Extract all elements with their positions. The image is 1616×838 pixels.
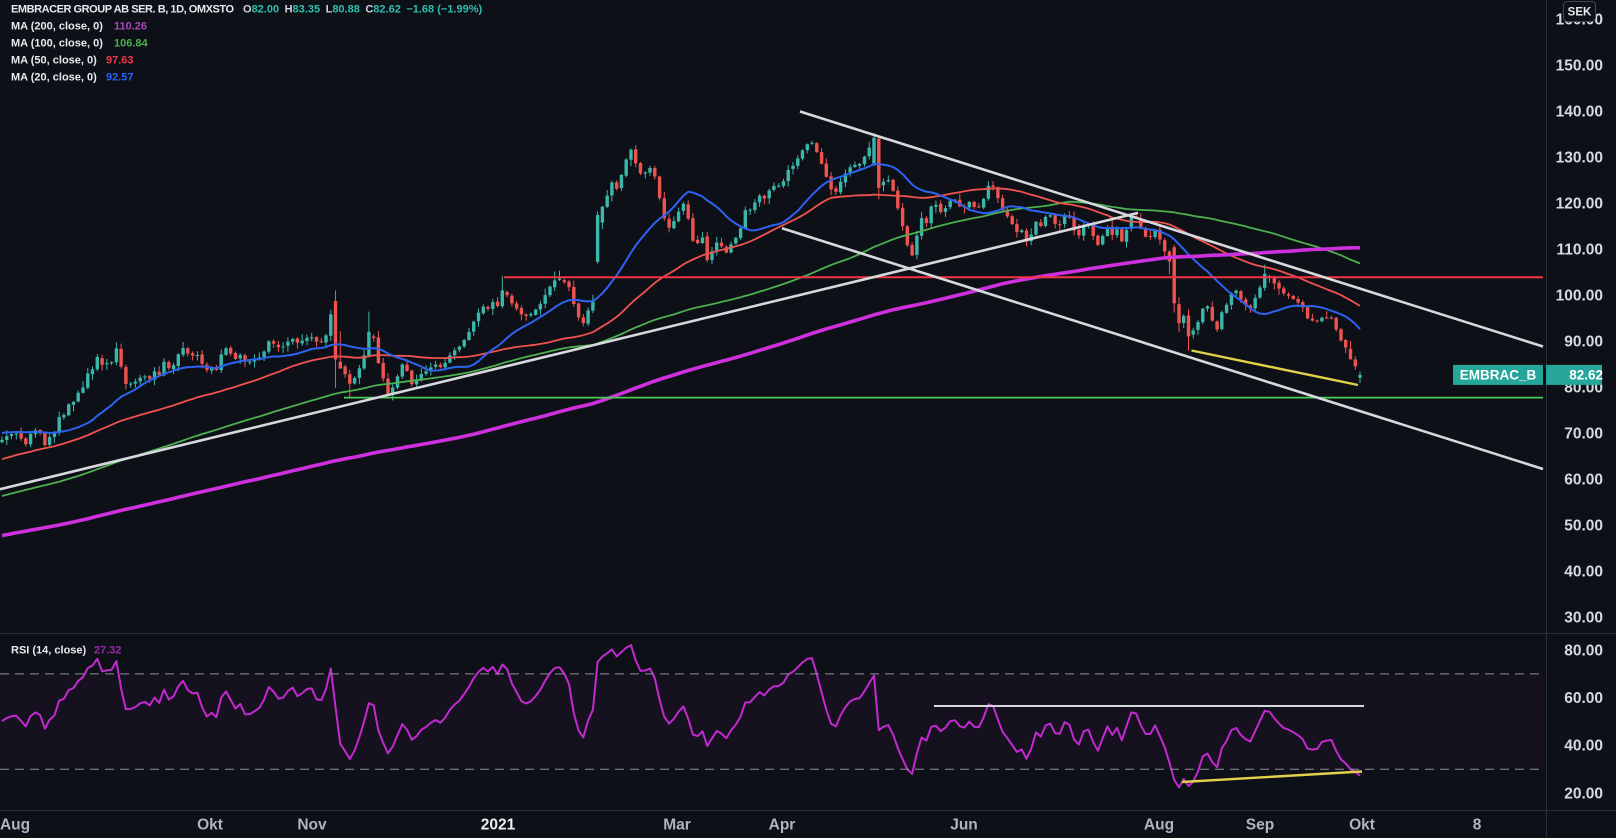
svg-text:MA (100, close, 0): MA (100, close, 0) — [11, 38, 103, 50]
svg-text:40.00: 40.00 — [1564, 563, 1603, 580]
svg-text:60.00: 60.00 — [1564, 471, 1603, 488]
svg-text:EMBRACER GROUP AB SER. B, 1D,: EMBRACER GROUP AB SER. B, 1D, OMXSTO — [11, 4, 234, 16]
svg-text:97.63: 97.63 — [106, 55, 134, 67]
svg-text:O82.00 H83.35 L80.88 C82.62 −1: O82.00 H83.35 L80.88 C82.62 −1.68 (−1.99… — [243, 4, 482, 16]
svg-text:92.57: 92.57 — [106, 72, 134, 84]
svg-text:120.00: 120.00 — [1556, 195, 1603, 212]
svg-text:106.84: 106.84 — [114, 38, 149, 50]
svg-text:90.00: 90.00 — [1564, 333, 1603, 350]
svg-text:80.00: 80.00 — [1564, 642, 1603, 659]
svg-text:82.62: 82.62 — [1569, 368, 1603, 383]
svg-text:30.00: 30.00 — [1564, 609, 1603, 626]
svg-text:Aug: Aug — [1144, 817, 1174, 834]
svg-text:Mar: Mar — [663, 817, 691, 834]
svg-text:130.00: 130.00 — [1556, 149, 1603, 166]
svg-text:60.00: 60.00 — [1564, 690, 1603, 707]
svg-text:MA (20, close, 0): MA (20, close, 0) — [11, 72, 97, 84]
svg-text:100.00: 100.00 — [1556, 287, 1603, 304]
svg-text:20.00: 20.00 — [1564, 785, 1603, 802]
svg-text:110.26: 110.26 — [114, 21, 147, 33]
svg-text:140.00: 140.00 — [1556, 103, 1603, 120]
svg-text:150.00: 150.00 — [1556, 57, 1603, 74]
svg-text:2021: 2021 — [481, 817, 516, 834]
svg-text:110.00: 110.00 — [1556, 241, 1603, 258]
svg-text:50.00: 50.00 — [1564, 517, 1603, 534]
svg-text:Aug: Aug — [0, 817, 30, 834]
svg-text:Sep: Sep — [1246, 817, 1274, 834]
svg-text:70.00: 70.00 — [1564, 425, 1603, 442]
svg-text:MA (50, close, 0): MA (50, close, 0) — [11, 55, 97, 67]
svg-text:Okt: Okt — [1349, 817, 1375, 834]
svg-text:MA (200, close, 0): MA (200, close, 0) — [11, 21, 103, 33]
svg-text:SEK: SEK — [1568, 7, 1592, 19]
svg-text:Okt: Okt — [197, 817, 223, 834]
svg-text:Jun: Jun — [950, 817, 978, 834]
svg-text:Apr: Apr — [769, 817, 796, 834]
svg-text:RSI (14, close): RSI (14, close) — [11, 645, 87, 657]
svg-text:8: 8 — [1473, 817, 1482, 834]
svg-text:Nov: Nov — [297, 817, 327, 834]
svg-text:27.32: 27.32 — [94, 645, 122, 657]
svg-text:EMBRAC_B: EMBRAC_B — [1460, 368, 1537, 383]
svg-text:40.00: 40.00 — [1564, 738, 1603, 755]
